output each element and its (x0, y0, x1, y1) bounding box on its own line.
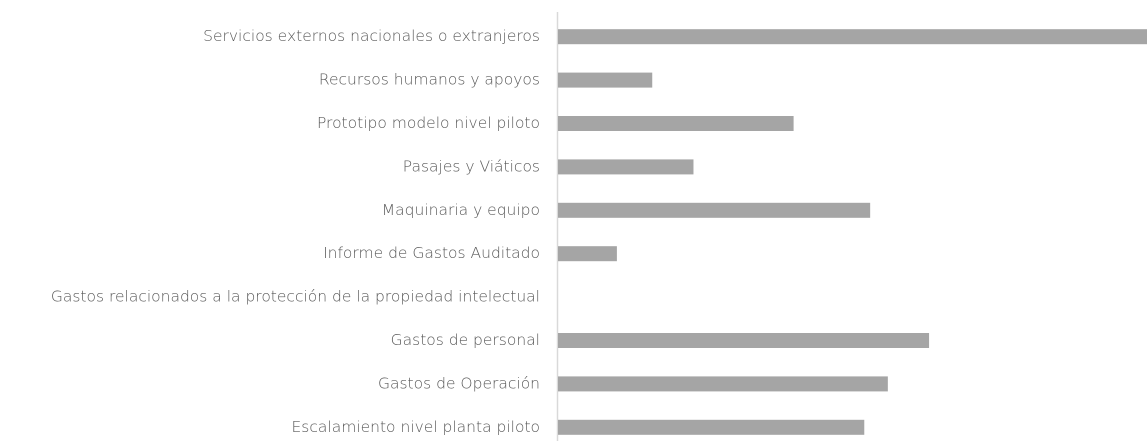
bar (558, 333, 930, 348)
bar (558, 116, 794, 131)
y-tick-label: Pasajes y Viáticos (403, 157, 540, 175)
y-tick-label: Recursos humanos y apoyos (319, 71, 540, 89)
y-tick-label: Maquinaria y equipo (382, 201, 540, 219)
bar (558, 72, 653, 88)
bar (558, 202, 871, 218)
bar (558, 419, 865, 435)
y-tick-label: Gastos relacionados a la protección de l… (51, 288, 540, 306)
bar (558, 376, 888, 392)
y-tick-label: Gastos de personal (391, 331, 540, 349)
y-tick-label: Informe de Gastos Auditado (323, 244, 540, 262)
y-tick-label: Escalamiento nivel planta piloto (292, 418, 540, 436)
bar (558, 29, 1147, 45)
y-tick-label: Prototipo modelo nivel piloto (317, 114, 540, 132)
bar (558, 159, 694, 175)
bar (558, 246, 617, 262)
y-tick-label: Servicios externos nacionales o extranje… (203, 27, 540, 45)
y-tick-label: Gastos de Operación (378, 374, 540, 392)
